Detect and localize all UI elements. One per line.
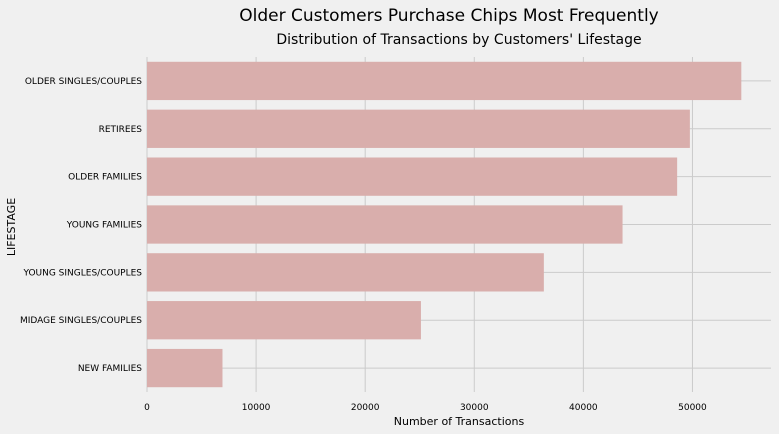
y-tick-label: MIDAGE SINGLES/COUPLES [20, 316, 142, 326]
bar [147, 301, 421, 340]
x-tick-label: 20000 [351, 403, 380, 413]
y-tick-label: NEW FAMILIES [78, 364, 142, 374]
x-tick-label: 10000 [242, 403, 271, 413]
bar [147, 61, 742, 101]
x-tick-labels: 0 10000 20000 30000 40000 50000 [144, 403, 707, 413]
bar [147, 205, 623, 244]
bar [147, 253, 544, 292]
y-tick-label: OLDER SINGLES/COUPLES [25, 77, 142, 87]
y-axis-label: LIFESTAGE [5, 198, 18, 256]
y-tick-label: OLDER FAMILIES [68, 173, 142, 183]
x-tick-label: 40000 [569, 403, 598, 413]
x-tick-label: 0 [144, 403, 150, 413]
x-tick-label: 50000 [678, 403, 707, 413]
y-tick-label: YOUNG SINGLES/COUPLES [22, 268, 142, 278]
bar [147, 109, 690, 148]
y-tick-label: YOUNG FAMILIES [66, 221, 143, 231]
y-tick-labels: OLDER SINGLES/COUPLES RETIREES OLDER FAMIL… [20, 77, 142, 374]
bars [147, 61, 742, 388]
x-axis-label: Number of Transactions [394, 415, 525, 428]
chart-title: Distribution of Transactions by Customer… [276, 32, 641, 48]
x-tick-label: 30000 [460, 403, 489, 413]
chart-suptitle: Older Customers Purchase Chips Most Freq… [239, 6, 658, 26]
bar [147, 157, 678, 196]
bar [147, 348, 223, 388]
y-tick-label: RETIREES [99, 125, 143, 135]
